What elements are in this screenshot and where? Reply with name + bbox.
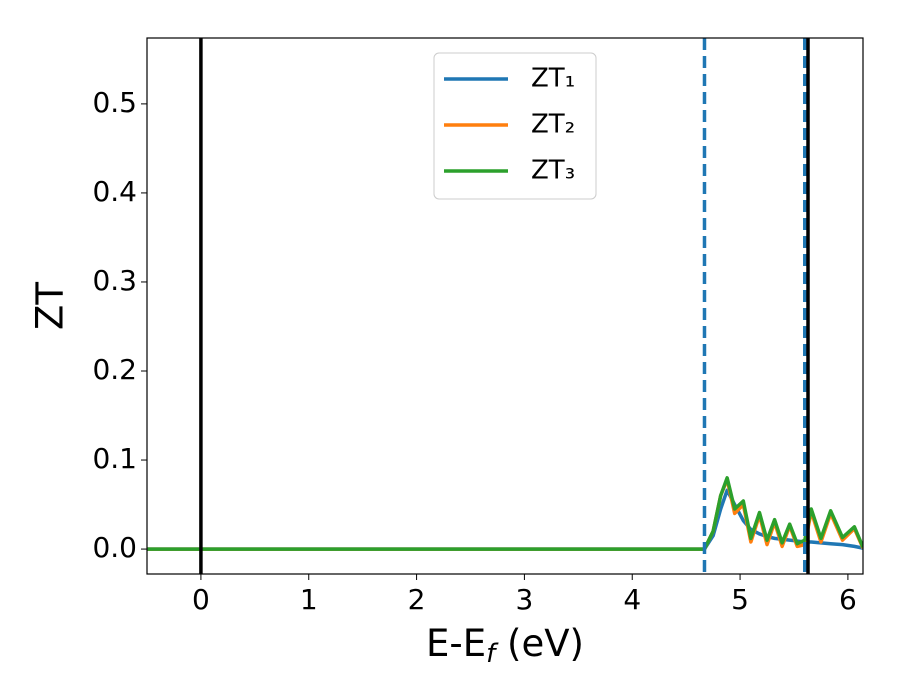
y-tick-label: 0.1 — [92, 442, 137, 475]
x-tick-label: 0 — [192, 583, 210, 616]
legend-box — [433, 52, 597, 200]
series-line — [147, 476, 863, 551]
legend-label: ZT₁ — [531, 64, 575, 94]
x-axis-label: E-Ef (eV) — [426, 622, 584, 669]
y-tick-label: 0.3 — [92, 264, 137, 297]
x-tick-label: 4 — [623, 583, 641, 616]
plot-area — [147, 38, 863, 574]
x-label-main: E-E — [426, 622, 486, 665]
y-tick-label: 0.4 — [92, 175, 137, 208]
y-tick-label: 0.2 — [92, 353, 137, 386]
legend-label: ZT₃ — [531, 156, 575, 186]
y-axis-label: ZT — [29, 282, 72, 330]
x-tick-label: 1 — [300, 583, 318, 616]
plot-frame — [146, 37, 864, 575]
x-tick-label: 5 — [731, 583, 749, 616]
x-label-rest: (eV) — [495, 622, 584, 665]
x-tick-label: 6 — [839, 583, 857, 616]
legend-label: ZT₂ — [531, 110, 575, 140]
y-tick-label: 0.5 — [92, 86, 137, 119]
series-line — [147, 477, 863, 551]
y-tick-label: 0.0 — [92, 531, 137, 564]
x-tick-label: 2 — [408, 583, 426, 616]
x-tick-label: 3 — [515, 583, 533, 616]
